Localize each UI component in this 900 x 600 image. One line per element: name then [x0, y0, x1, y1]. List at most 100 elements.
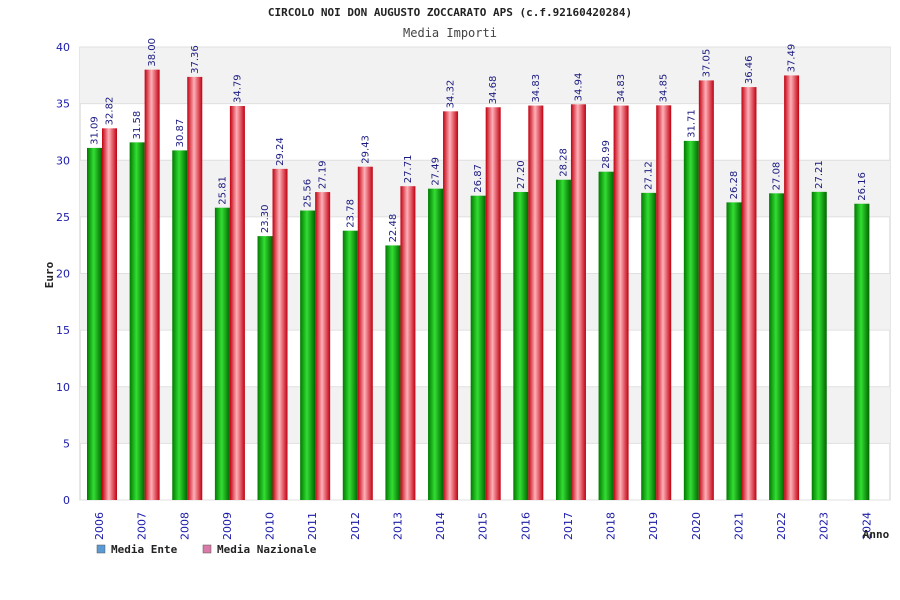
data-label-media-nazionale: 34.68: [488, 76, 499, 105]
data-label-media-ente: 25.81: [217, 176, 228, 205]
bar-media-ente: [811, 191, 827, 501]
data-label-media-nazionale: 37.49: [787, 44, 798, 73]
bar-media-ente: [726, 202, 742, 500]
x-tick-label: 2006: [93, 512, 106, 540]
bar-media-ente: [385, 245, 401, 500]
x-tick-label: 2009: [221, 512, 234, 540]
data-label-media-nazionale: 32.82: [105, 97, 116, 126]
data-label-media-ente: 31.71: [686, 109, 697, 138]
data-label-media-ente: 23.30: [260, 204, 271, 233]
bar-media-ente: [172, 150, 188, 500]
data-label-media-nazionale: 34.32: [446, 80, 457, 109]
data-label-media-ente: 26.16: [857, 172, 868, 201]
bar-media-ente: [87, 147, 102, 500]
bar-media-ente: [598, 171, 614, 501]
x-tick-label: 2013: [391, 512, 404, 540]
x-tick-label: 2010: [264, 512, 277, 540]
y-tick-label: 20: [56, 268, 70, 281]
x-tick-label: 2019: [647, 512, 660, 540]
bar-media-nazionale: [741, 87, 757, 500]
y-tick-label: 0: [63, 494, 70, 507]
x-tick-label: 2011: [306, 512, 319, 540]
x-tick-label: 2015: [477, 512, 490, 540]
bar-media-nazionale: [784, 75, 800, 500]
data-label-media-ente: 27.12: [644, 161, 655, 190]
bar-media-ente: [129, 142, 145, 500]
data-label-media-ente: 27.49: [431, 157, 442, 186]
x-tick-label: 2020: [690, 512, 703, 540]
data-label-media-ente: 27.20: [516, 160, 527, 189]
data-label-media-ente: 27.08: [772, 162, 783, 191]
y-axis-label: Euro: [43, 261, 56, 288]
data-label-media-ente: 25.56: [303, 179, 314, 208]
x-tick-label: 2012: [349, 512, 362, 540]
data-label-media-nazionale: 36.46: [744, 55, 755, 84]
data-label-media-ente: 26.87: [473, 164, 484, 193]
y-axis-ticks: 0 5 10 15 20 25 30 35 40: [56, 41, 70, 507]
bar-media-nazionale: [187, 76, 203, 500]
bar-media-nazionale: [272, 168, 288, 500]
bar-media-nazionale: [315, 192, 331, 501]
legend-label: Media Ente: [111, 543, 178, 556]
bar-media-nazionale: [528, 105, 544, 501]
data-label-media-nazionale: 27.71: [403, 155, 414, 184]
data-label-media-nazionale: 34.83: [616, 74, 627, 103]
data-label-media-nazionale: 34.85: [659, 74, 670, 103]
bar-media-ente: [428, 188, 444, 500]
data-label-media-nazionale: 34.79: [232, 74, 243, 103]
bar-media-nazionale: [698, 80, 714, 500]
bar-media-nazionale: [443, 111, 459, 501]
chart-title: CIRCOLO NOI DON AUGUSTO ZOCCARATO APS (c…: [268, 6, 632, 19]
y-tick-label: 35: [56, 98, 70, 111]
bars-group: [87, 69, 870, 501]
data-label-media-nazionale: 29.43: [360, 135, 371, 164]
x-tick-label: 2021: [732, 512, 745, 540]
chart-subtitle: Media Importi: [403, 26, 497, 40]
x-tick-label: 2023: [818, 512, 831, 540]
data-label-media-nazionale: 29.24: [275, 137, 286, 166]
bar-media-nazionale: [400, 186, 416, 500]
x-tick-label: 2022: [775, 512, 788, 540]
bar-media-nazionale: [656, 105, 672, 500]
bar-media-ente: [513, 191, 529, 500]
x-axis-ticks: 2006 2007 2008 2009 2010 2011 2012 2013 2014 2015…: [93, 512, 873, 540]
data-label-media-nazionale: 37.05: [701, 49, 712, 78]
legend-swatch: [202, 544, 212, 554]
data-label-media-nazionale: 27.19: [318, 160, 329, 189]
legend: Media Ente Media Nazionale: [96, 543, 317, 556]
x-tick-label: 2024: [860, 512, 873, 540]
x-axis-label: Anno: [863, 528, 890, 541]
y-tick-label: 30: [56, 154, 70, 167]
data-label-media-nazionale: 38.00: [147, 38, 158, 67]
x-tick-label: 2018: [605, 512, 618, 540]
legend-label: Media Nazionale: [217, 543, 317, 556]
data-label-media-ente: 27.21: [814, 160, 825, 189]
bar-media-nazionale: [357, 166, 373, 500]
bar-media-nazionale: [102, 128, 117, 500]
bar-media-ente: [683, 140, 699, 500]
bar-media-ente: [470, 195, 486, 500]
data-label-media-ente: 31.09: [90, 116, 101, 145]
y-tick-label: 40: [56, 41, 70, 54]
x-tick-label: 2017: [562, 512, 575, 540]
data-label-media-ente: 26.28: [729, 171, 740, 200]
x-tick-label: 2014: [434, 512, 447, 540]
bar-media-nazionale: [144, 69, 160, 501]
data-label-media-nazionale: 34.83: [531, 74, 542, 103]
y-tick-label: 10: [56, 381, 70, 394]
bar-media-nazionale: [570, 104, 586, 500]
y-tick-label: 15: [56, 324, 70, 337]
data-label-media-nazionale: 34.94: [573, 73, 584, 102]
data-label-media-ente: 22.48: [388, 214, 399, 243]
bar-media-ente: [641, 192, 657, 500]
y-tick-label: 25: [56, 211, 70, 224]
bar-media-ente: [769, 193, 785, 500]
data-label-media-ente: 28.28: [558, 148, 569, 177]
data-label-media-nazionale: 37.36: [190, 45, 201, 74]
bar-media-ente: [300, 210, 316, 500]
data-label-media-ente: 31.58: [132, 111, 143, 140]
x-tick-label: 2008: [178, 512, 191, 540]
legend-swatch: [96, 544, 106, 554]
data-label-media-ente: 28.99: [601, 140, 612, 169]
